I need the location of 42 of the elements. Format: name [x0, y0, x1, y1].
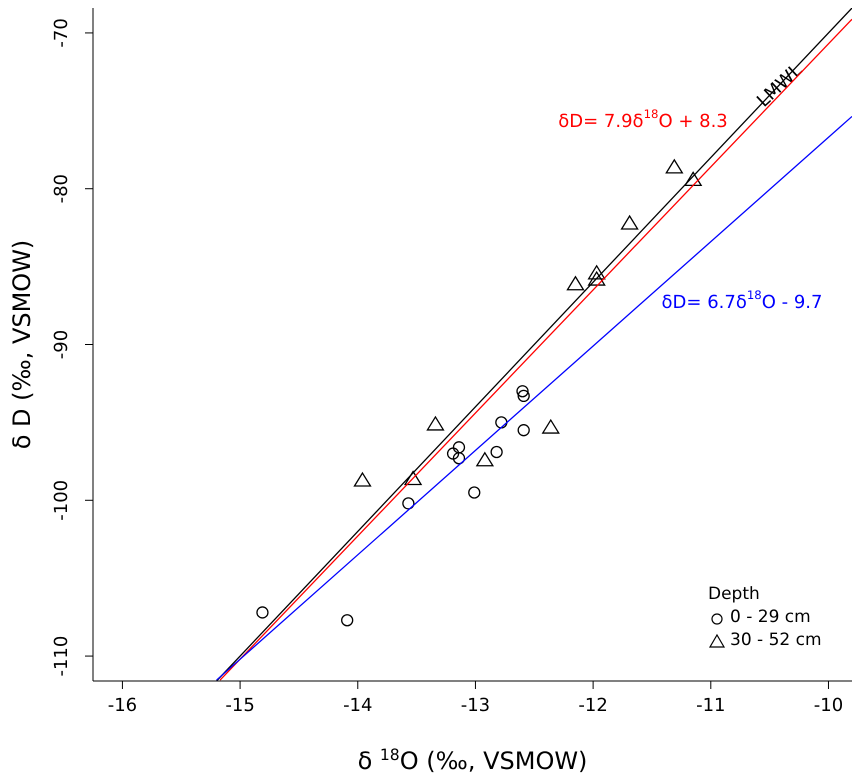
point — [516, 385, 529, 398]
x-tick-label: -16 — [108, 695, 138, 716]
y-tick-label: -90 — [51, 330, 72, 360]
point — [490, 446, 503, 458]
annotation: δD= 7.9δ$^{18}$O + 8.3 — [558, 107, 728, 132]
point — [452, 441, 466, 454]
point — [588, 265, 606, 280]
point — [684, 172, 702, 186]
y-tick-label: -80 — [51, 174, 72, 204]
point — [402, 497, 415, 510]
y-tick-label: -70 — [51, 18, 72, 48]
x-tick-label: -13 — [460, 695, 490, 716]
annotation: δD= 6.7δ$^{18}$O - 9.7 — [662, 288, 822, 313]
point — [341, 614, 354, 626]
point — [518, 424, 530, 436]
point — [666, 159, 683, 174]
point — [588, 271, 606, 286]
y-tick-label: -110 — [51, 636, 72, 677]
point — [452, 452, 466, 464]
point — [354, 472, 372, 487]
point — [446, 447, 460, 460]
point — [256, 606, 269, 619]
x-tick-label: -14 — [343, 695, 372, 716]
point — [542, 419, 560, 434]
x-tick-label: -15 — [225, 695, 255, 716]
legend-label: 0 - 29 cm — [730, 606, 811, 629]
point — [566, 276, 584, 290]
x-tick-label: -11 — [696, 695, 726, 716]
legend-title: Depth — [708, 583, 761, 606]
legend-label: 30 - 52 cm — [730, 629, 822, 652]
x-tick-label: -10 — [814, 695, 844, 716]
x-tick-label: -12 — [578, 695, 608, 716]
point — [476, 452, 494, 466]
point — [426, 416, 444, 431]
x-axis-title: δ $^{18}$O (‰, VSMOW) — [358, 746, 588, 775]
y-axis-title: δ D (‰, VSMOW) — [8, 240, 36, 450]
y-tick-label: -100 — [51, 480, 72, 521]
point — [518, 390, 530, 402]
point — [620, 215, 638, 230]
point — [468, 486, 480, 499]
point — [495, 416, 508, 429]
point — [404, 470, 422, 486]
